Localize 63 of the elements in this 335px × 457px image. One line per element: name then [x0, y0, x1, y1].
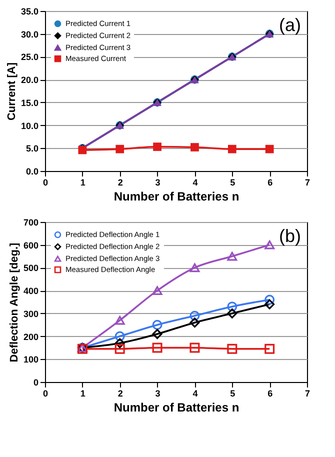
x-tick-label: 0	[42, 388, 48, 398]
x-tick-label: 7	[304, 388, 310, 398]
y-tick-label: 0.0	[26, 166, 38, 176]
y-tick-label: 20.0	[20, 75, 38, 86]
y-tick-label: 30.0	[20, 29, 38, 40]
y-axis-title: Current [A]	[6, 62, 18, 121]
point	[227, 252, 238, 261]
x-tick-label: 3	[155, 178, 160, 188]
x-tick-label: 4	[192, 388, 198, 398]
point	[152, 320, 162, 330]
point	[190, 318, 200, 328]
point	[190, 342, 200, 353]
y-tick-label: 35.0	[20, 6, 38, 16]
point	[265, 144, 274, 154]
x-axis-title: Number of Batteries n	[114, 400, 240, 414]
point	[152, 342, 162, 353]
x-tick-label: 4	[192, 178, 198, 188]
y-tick-label: 10.0	[20, 120, 38, 131]
point	[190, 263, 200, 272]
y-tick-label: 500	[23, 263, 38, 274]
y-tick-label: 600	[23, 240, 38, 250]
point	[227, 344, 238, 354]
y-tick-label: 15.0	[20, 98, 38, 108]
y-tick-label: 25.0	[20, 52, 38, 62]
x-tick-label: 2	[118, 178, 123, 188]
point	[153, 142, 162, 151]
y-tick-label: 300	[23, 308, 38, 319]
y-tick-label: 0	[33, 378, 38, 388]
point	[114, 344, 125, 354]
point	[264, 299, 275, 310]
point	[116, 144, 124, 154]
point	[190, 310, 200, 321]
x-tick-label: 6	[268, 388, 273, 398]
x-tick-label: 0	[42, 178, 48, 188]
x-tick-label: 1	[80, 178, 86, 188]
x-axis-title: Number of Batteries n	[114, 190, 240, 204]
x-tick-label: 1	[80, 388, 86, 398]
point	[190, 143, 199, 152]
annotation: (a)	[279, 15, 301, 35]
x-tick-label: 6	[268, 178, 273, 188]
point	[264, 344, 275, 354]
y-tick-label: 700	[23, 218, 38, 228]
y-tick-label: 400	[23, 286, 38, 296]
point	[227, 302, 238, 312]
y-tick-label: 200	[23, 332, 38, 342]
x-tick-label: 3	[155, 388, 160, 398]
point	[264, 294, 275, 305]
point	[114, 338, 125, 348]
y-tick-label: 100	[23, 354, 38, 365]
point	[227, 308, 238, 318]
x-tick-label: 7	[304, 178, 310, 188]
y-tick-label: 5.0	[26, 144, 38, 154]
point	[152, 286, 162, 295]
point	[228, 144, 236, 154]
point	[152, 329, 162, 339]
x-tick-label: 5	[230, 178, 236, 188]
x-tick-label: 5	[230, 388, 236, 398]
point	[264, 240, 275, 250]
point	[114, 331, 125, 342]
x-tick-label: 2	[118, 388, 123, 398]
annotation: (b)	[279, 226, 301, 246]
point	[114, 316, 125, 325]
y-axis-title: Deflection Angle [deg.]	[8, 242, 20, 362]
